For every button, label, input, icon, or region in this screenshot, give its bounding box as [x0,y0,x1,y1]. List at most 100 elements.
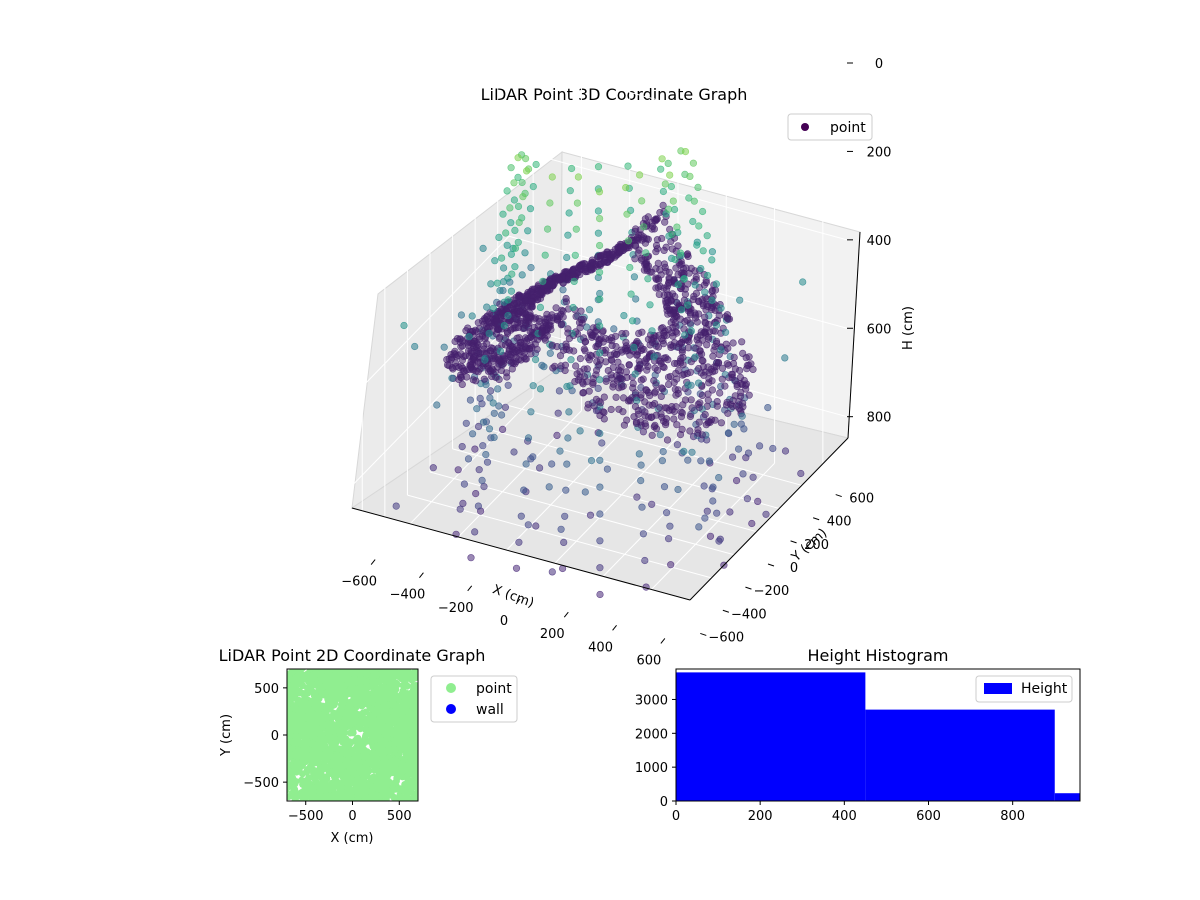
point-2d [297,708,305,716]
point-2d [293,673,301,681]
point-3d [717,419,726,427]
histogram-bars [676,672,1080,801]
point-3d [555,276,564,284]
point-3d [693,336,701,344]
point-3d [764,404,772,412]
point-3d [490,433,498,442]
point-3d [507,250,516,258]
point-2d [290,767,298,775]
point-3d [661,218,669,226]
point-3d [684,381,692,389]
y-tick-label-histogram: 1000 [635,761,668,776]
point-3d [646,341,654,349]
point-3d [657,324,665,333]
z-tick-label-3d: 600 [867,322,892,337]
point-3d [462,419,470,427]
point-3d [593,343,602,351]
x-tick-label-3d: −400 [390,588,426,603]
point-2d [356,788,364,796]
point-3d [483,458,492,466]
point-2d [302,797,309,801]
point-3d [570,277,578,286]
point-3d [704,396,712,404]
point-3d [660,246,668,254]
point-2d [380,781,388,789]
point-2d [313,670,321,678]
point-2d [369,677,377,685]
point-3d [576,355,585,363]
point-3d [498,254,506,262]
plot-2d-ylabel: Y (cm) [219,714,234,757]
point-3d [710,346,718,354]
point-3d [669,316,678,324]
point-3d [703,507,711,515]
point-2d [312,720,320,728]
point-3d [625,361,633,369]
point-3d [637,376,645,384]
point-3d [733,382,741,391]
point-2d [376,678,383,686]
point-3d [596,537,604,545]
point-2d [394,693,402,701]
point-3d [728,453,737,461]
y-tick-label-histogram: 0 [660,795,668,810]
point-3d [581,265,589,274]
point-3d [500,322,508,330]
point-2d [322,798,330,801]
point-3d [713,509,721,517]
point-3d [664,535,673,543]
point-2d [287,736,292,744]
legend-histogram-box [975,675,1073,703]
point-3d [732,477,741,485]
point-3d [576,324,584,332]
ticks-3d: −600−400−2000200400600−600−400−200020040… [341,57,891,668]
point-2d [381,771,389,779]
point-3d [541,251,549,259]
point-3d [739,470,747,478]
point-3d [620,421,629,429]
point-3d [557,321,565,329]
point-2d [399,773,407,781]
x-tick-mark-3d [660,638,666,644]
legend-3d-marker-point [801,123,809,131]
point-2d [331,792,339,800]
point-2d [354,669,362,676]
point-3d [695,418,703,426]
point-3d [594,163,603,171]
plot-2d-xlabel: X (cm) [331,831,374,846]
plot-3d-title: LiDAR Point 3D Coordinate Graph [481,85,748,104]
point-3d [658,384,666,392]
point-3d [603,465,612,473]
point-2d [407,722,415,730]
point-2d [390,769,398,777]
point-2d [294,669,302,675]
point-3d [679,401,687,409]
point-3d [652,425,661,433]
point-3d [634,407,642,415]
point-2d [356,765,364,772]
point-2d [393,705,401,712]
point-3d [471,445,479,453]
point-3d [631,225,640,233]
point-2d [374,792,382,800]
point-3d [532,522,540,530]
point-3d [572,312,580,321]
point-2d [306,672,314,680]
point-2d [329,725,337,733]
point-3d [676,431,685,439]
point-3d [651,388,660,396]
point-3d [562,345,571,354]
point-2d [384,759,392,767]
y-tick-mark-3d [745,586,752,590]
point-3d [512,358,520,366]
point-3d [489,304,497,312]
point-3d [504,296,512,304]
point-2d [333,763,341,771]
point-3d [709,483,717,491]
point-3d [504,381,512,389]
point-3d [454,466,462,474]
point-3d [708,286,717,294]
point-3d [476,394,484,403]
point-2d [322,777,329,785]
